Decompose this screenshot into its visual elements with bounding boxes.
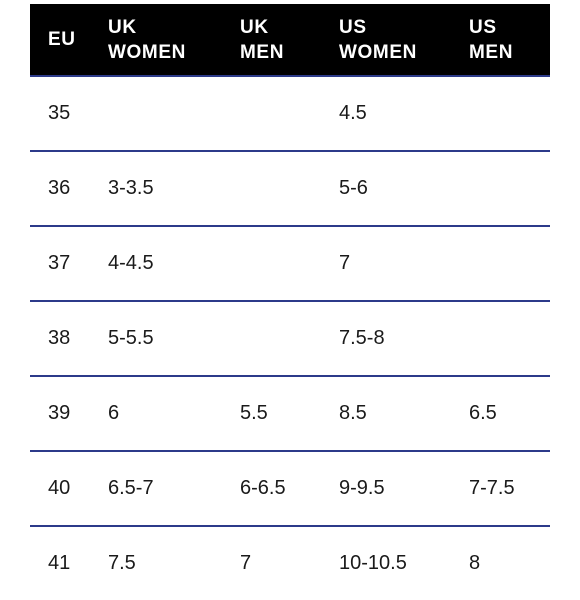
cell-eu: 39 bbox=[48, 402, 71, 424]
table-row: 39 6 5.5 8.5 6.5 bbox=[30, 377, 550, 452]
table-row: 35 4.5 bbox=[30, 77, 550, 152]
cell-us-women: 8.5 bbox=[339, 402, 367, 424]
cell-eu: 40 bbox=[48, 477, 71, 499]
cell-eu: 37 bbox=[48, 252, 71, 274]
header-uk-men-line2: MEN bbox=[240, 41, 285, 63]
cell-eu: 41 bbox=[48, 552, 71, 574]
cell-uk-women: 5-5.5 bbox=[108, 327, 154, 349]
table-row: 38 5-5.5 7.5-8 bbox=[30, 302, 550, 377]
cell-eu: 38 bbox=[48, 327, 71, 349]
table-row: 36 3-3.5 5-6 bbox=[30, 152, 550, 227]
cell-uk-men: 6-6.5 bbox=[240, 477, 286, 499]
cell-uk-women: 6 bbox=[108, 402, 120, 424]
header-eu-label: EU bbox=[48, 29, 76, 50]
table-header: EU UK WOMEN UK MEN US WOMEN US MEN bbox=[30, 4, 550, 77]
cell-us-men: 8 bbox=[469, 552, 481, 574]
header-us-women-line1: US bbox=[339, 16, 367, 38]
cell-uk-women: 6.5-7 bbox=[108, 477, 154, 499]
cell-uk-women: 3-3.5 bbox=[108, 177, 154, 199]
header-us-women: US WOMEN bbox=[339, 4, 417, 75]
cell-us-women: 9-9.5 bbox=[339, 477, 385, 499]
size-conversion-table: EU UK WOMEN UK MEN US WOMEN US MEN 35 4.… bbox=[30, 4, 550, 600]
header-uk-men-line1: UK bbox=[240, 16, 269, 38]
header-us-women-line2: WOMEN bbox=[339, 41, 417, 63]
header-uk-men: UK MEN bbox=[240, 4, 284, 75]
cell-us-men: 6.5 bbox=[469, 402, 497, 424]
table-row: 41 7.5 7 10-10.5 8 bbox=[30, 527, 550, 600]
cell-eu: 36 bbox=[48, 177, 71, 199]
cell-us-women: 7 bbox=[339, 252, 351, 274]
table-row: 37 4-4.5 7 bbox=[30, 227, 550, 302]
cell-uk-women: 4-4.5 bbox=[108, 252, 154, 274]
cell-us-women: 10-10.5 bbox=[339, 552, 407, 574]
cell-us-women: 7.5-8 bbox=[339, 327, 385, 349]
cell-uk-men: 7 bbox=[240, 552, 252, 574]
cell-uk-men: 5.5 bbox=[240, 402, 268, 424]
cell-eu: 35 bbox=[48, 102, 71, 124]
cell-us-women: 5-6 bbox=[339, 177, 368, 199]
header-us-men-line2: MEN bbox=[469, 41, 514, 63]
header-uk-women-line1: UK bbox=[108, 16, 137, 38]
cell-us-women: 4.5 bbox=[339, 102, 367, 124]
header-eu: EU bbox=[48, 4, 76, 75]
header-uk-women: UK WOMEN bbox=[108, 4, 186, 75]
cell-us-men: 7-7.5 bbox=[469, 477, 515, 499]
table-row: 40 6.5-7 6-6.5 9-9.5 7-7.5 bbox=[30, 452, 550, 527]
header-us-men-line1: US bbox=[469, 16, 497, 38]
header-uk-women-line2: WOMEN bbox=[108, 41, 186, 63]
header-us-men: US MEN bbox=[469, 4, 513, 75]
cell-uk-women: 7.5 bbox=[108, 552, 136, 574]
